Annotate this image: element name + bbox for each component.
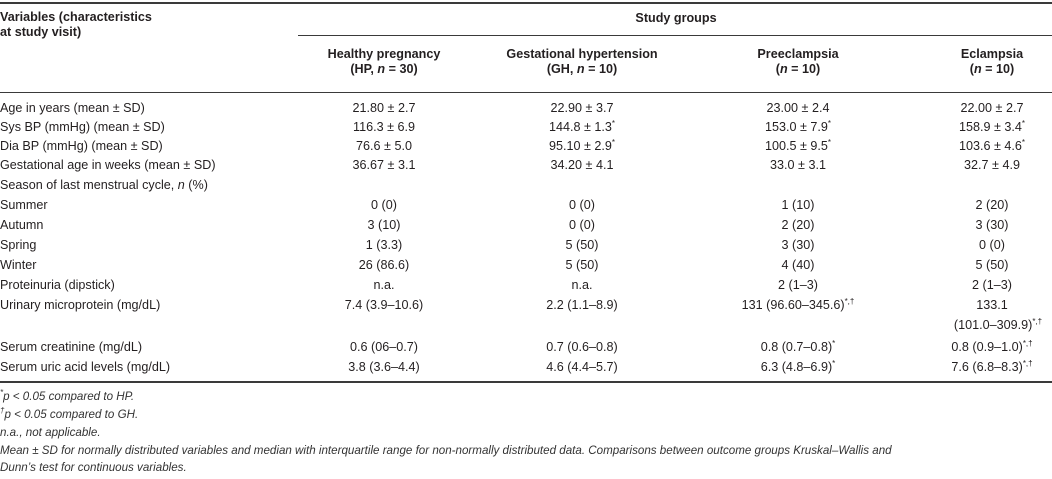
row-label: Gestational age in weeks (mean ± SD) [0,158,216,172]
table-cell: 34.20 ± 4.1 [550,158,614,172]
table-cell: 2 (20) [975,198,1009,212]
group-header-hp: Healthy pregnancy (HP, n = 30) [328,47,441,77]
table-bottom-rule [0,381,1052,383]
group-header-line1: Gestational hypertension [506,47,658,61]
table-cell: 153.0 ± 7.9* [764,119,832,135]
footnote-hp: *p < 0.05 compared to HP. [0,388,135,404]
variables-header: Variables (characteristics at study visi… [0,10,152,40]
table-cell: 26 (86.6) [358,258,410,272]
table-cell: 0.8 (0.9–1.0)*,† [951,339,1033,355]
row-label: Spring [0,238,37,252]
row-label: Dia BP (mmHg) (mean ± SD) [0,139,163,153]
row-label: Serum creatinine (mg/dL) [0,340,143,354]
footnote-gh: †p < 0.05 compared to GH. [0,406,139,422]
table-cell: 0 (0) [371,198,397,212]
table-cell: 1 (3.3) [365,238,403,252]
table-cell: 76.6 ± 5.0 [356,139,412,153]
table-cell: 36.67 ± 3.1 [352,158,416,172]
table-cell: 100.5 ± 9.5* [764,138,832,154]
table-cell: 131 (96.60–345.6)*,† [741,297,855,313]
group-header-line2: (HP, n = 30) [350,62,418,76]
table-cell: 4.6 (4.4–5.7) [546,360,618,374]
table-cell: 0.8 (0.7–0.8)* [760,339,836,355]
footnote-na: n.a., not applicable. [0,426,101,439]
table-cell: 7.6 (6.8–8.3)*,† [951,359,1033,375]
table-cell: 95.10 ± 2.9* [548,138,616,154]
table-cell: 3 (30) [781,238,815,252]
variables-header-line1: Variables (characteristics [0,10,152,24]
group-header-line1: Eclampsia [960,47,1024,61]
variables-header-line2: at study visit) [0,25,82,39]
group-header-gh: Gestational hypertension (GH, n = 10) [506,47,657,77]
table-cell: 0.6 (06–0.7) [350,340,418,354]
table-cell: 2 (20) [781,218,815,232]
table-cell: 7.4 (3.9–10.6) [344,298,424,312]
table-cell: 33.0 ± 3.1 [770,158,826,172]
study-groups-header: Study groups [635,11,717,25]
table-cell: 3.8 (3.6–4.4) [348,360,420,374]
table-cell: 4 (40) [781,258,815,272]
row-label: Serum uric acid levels (mg/dL) [0,360,171,374]
header-bottom-rule [0,92,1052,93]
table-cell: 32.7 ± 4.9 [964,158,1020,172]
table-cell: 116.3 ± 6.9 [353,120,415,134]
table-cell: 144.8 ± 1.3* [548,119,616,135]
table-cell: 22.00 ± 2.7 [960,101,1024,115]
group-header-line1: Preeclampsia [757,47,839,61]
table-cell: n.a. [571,278,593,292]
table-cell: 133.1 [976,298,1008,312]
group-header-eclampsia: Eclampsia (n = 10) [961,47,1023,77]
top-rule [0,2,1052,4]
study-groups-rule [298,35,1052,36]
row-label: Season of last menstrual cycle, n (%) [0,178,208,192]
table-cell: 103.6 ± 4.6* [958,138,1026,154]
table-cell: 2 (1–3) [778,278,818,292]
table-cell: 0 (0) [979,238,1005,252]
table-cell: 0 (0) [569,198,595,212]
row-label: Autumn [0,218,44,232]
table-cell: 0.7 (0.6–0.8) [546,340,618,354]
table-cell: 3 (30) [975,218,1009,232]
row-label: Summer [0,198,48,212]
table-cell: n.a. [373,278,395,292]
table-cell: 22.90 ± 3.7 [550,101,614,115]
footnote-methods-line1: Mean ± SD for normally distributed varia… [0,444,892,457]
table-cell: 23.00 ± 2.4 [766,101,830,115]
table-cell: 2 (1–3) [972,278,1012,292]
group-header-line1: Healthy pregnancy [327,47,441,61]
table-cell: 158.9 ± 3.4* [958,119,1026,135]
row-label: Winter [0,258,37,272]
table-cell: 2.2 (1.1–8.9) [546,298,618,312]
group-header-line2: (GH, n = 10) [546,62,618,76]
table-cell: 1 (10) [781,198,815,212]
table-cell-continuation: (101.0–309.9)*,† [953,317,1043,333]
row-label: Age in years (mean ± SD) [0,101,145,115]
table-cell: 5 (50) [565,238,599,252]
table-cell: 5 (50) [565,258,599,272]
row-label: Sys BP (mmHg) (mean ± SD) [0,120,165,134]
row-label: Proteinuria (dipstick) [0,278,115,292]
table-cell: 6.3 (4.8–6.9)* [760,359,836,375]
group-header-line2: (n = 10) [775,62,821,76]
footnote-methods-line2: Dunn’s test for continuous variables. [0,461,187,474]
group-header-preeclampsia: Preeclampsia (n = 10) [757,47,838,77]
table-cell: 5 (50) [975,258,1009,272]
group-header-line2: (n = 10) [969,62,1015,76]
table-cell: 3 (10) [367,218,401,232]
table-cell: 0 (0) [569,218,595,232]
table-cell: 21.80 ± 2.7 [352,101,416,115]
footnote-methods: Mean ± SD for normally distributed varia… [0,443,892,475]
row-label: Urinary microprotein (mg/dL) [0,298,161,312]
